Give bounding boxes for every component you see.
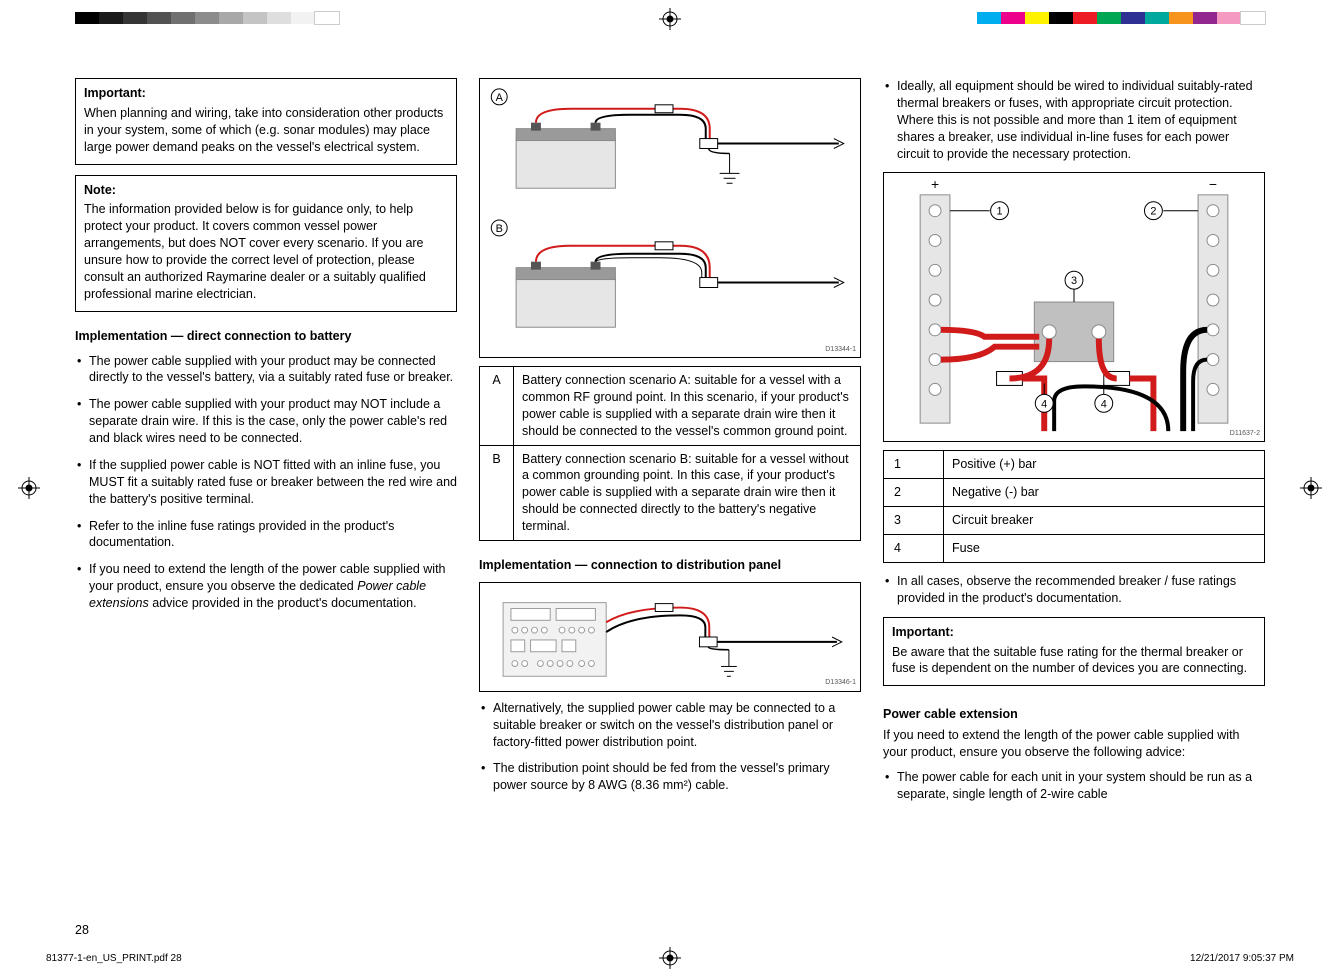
registration-mark-icon: [1300, 477, 1322, 499]
svg-text:2: 2: [1150, 206, 1156, 218]
distribution-panel-diagram: D13346-1: [479, 582, 861, 692]
registration-mark-icon: [659, 8, 681, 30]
heading-extension: Power cable extension: [883, 706, 1265, 723]
important-box-2: Important: Be aware that the suitable fu…: [883, 617, 1265, 687]
bullet-item: If you need to extend the length of the …: [75, 561, 457, 612]
registration-mark-icon: [659, 947, 681, 969]
table-row: 2Negative (-) bar: [884, 479, 1265, 507]
svg-text:1: 1: [997, 206, 1003, 218]
important-title: Important:: [84, 85, 448, 102]
table-row: 3Circuit breaker: [884, 507, 1265, 535]
bullet-item: The power cable for each unit in your sy…: [883, 769, 1265, 803]
bullet-list-mid: In all cases, observe the recommended br…: [883, 573, 1265, 617]
table-row: A Battery connection scenario A: suitabl…: [480, 367, 861, 446]
heading-direct-connection: Implementation — direct connection to ba…: [75, 328, 457, 345]
svg-text:+: +: [931, 176, 939, 192]
note-box: Note: The information provided below is …: [75, 175, 457, 312]
label-b: B: [496, 223, 503, 235]
bullet-list-panel: Alternatively, the supplied power cable …: [479, 700, 861, 804]
bullet-item: Refer to the inline fuse ratings provide…: [75, 518, 457, 552]
bullet-list-direct: The power cable supplied with your produ…: [75, 353, 457, 622]
page-number: 28: [75, 922, 89, 939]
bullet-item: The power cable supplied with your produ…: [75, 396, 457, 447]
svg-text:4: 4: [1041, 399, 1047, 411]
bullet-list-top: Ideally, all equipment should be wired t…: [883, 78, 1265, 172]
printer-color-bar: [977, 12, 1265, 24]
column-3: Ideally, all equipment should be wired t…: [883, 78, 1265, 915]
bullet-list-ext: The power cable for each unit in your sy…: [883, 769, 1265, 813]
table-row: B Battery connection scenario B: suitabl…: [480, 445, 861, 540]
extension-intro: If you need to extend the length of the …: [883, 727, 1265, 761]
bullet-item: Ideally, all equipment should be wired t…: [883, 78, 1265, 162]
svg-text:3: 3: [1071, 276, 1077, 288]
bullet-item: The distribution point should be fed fro…: [479, 760, 861, 794]
printer-grayscale-bar: [75, 12, 339, 24]
diagram-id: D13346-1: [825, 678, 856, 687]
battery-diagram: A: [479, 78, 861, 358]
important-body: When planning and wiring, take into cons…: [84, 105, 448, 156]
bullet-item: Alternatively, the supplied power cable …: [479, 700, 861, 751]
important-box: Important: When planning and wiring, tak…: [75, 78, 457, 165]
table-row: 1Positive (+) bar: [884, 451, 1265, 479]
column-1: Important: When planning and wiring, tak…: [75, 78, 457, 915]
table-row: 4Fuse: [884, 535, 1265, 563]
heading-distribution-panel: Implementation — connection to distribut…: [479, 557, 861, 574]
bullet-item: If the supplied power cable is NOT fitte…: [75, 457, 457, 508]
bullet-item: In all cases, observe the recommended br…: [883, 573, 1265, 607]
bullet-item: The power cable supplied with your produ…: [75, 353, 457, 387]
registration-mark-icon: [18, 477, 40, 499]
legend-table: 1Positive (+) bar 2Negative (-) bar 3Cir…: [883, 450, 1265, 563]
footer-filename: 81377-1-en_US_PRINT.pdf 28: [46, 952, 182, 966]
diagram-id: D13344-1: [825, 345, 856, 354]
note-body: The information provided below is for gu…: [84, 201, 448, 302]
note-title: Note:: [84, 182, 448, 199]
svg-text:−: −: [1209, 176, 1217, 192]
battery-scenario-table: A Battery connection scenario A: suitabl…: [479, 366, 861, 541]
busbar-diagram: + − 1 2: [883, 172, 1265, 442]
footer-datetime: 12/21/2017 9:05:37 PM: [1190, 952, 1294, 966]
important-body: Be aware that the suitable fuse rating f…: [892, 644, 1256, 678]
column-2: A: [479, 78, 861, 915]
label-a: A: [496, 92, 504, 104]
svg-text:4: 4: [1101, 399, 1107, 411]
diagram-id: D11637-2: [1230, 429, 1260, 438]
important-title: Important:: [892, 624, 1256, 641]
page-content: Important: When planning and wiring, tak…: [75, 78, 1265, 915]
